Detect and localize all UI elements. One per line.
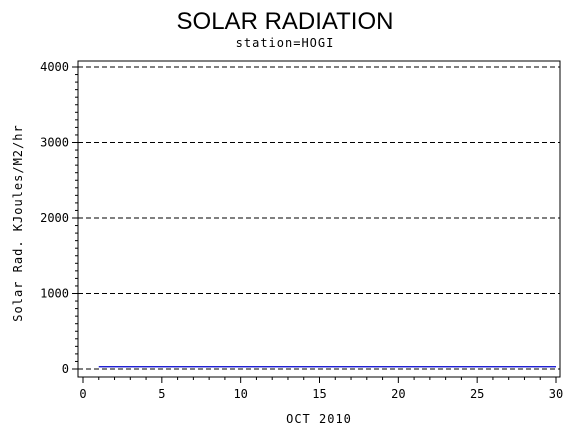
x-axis-label: OCT 2010 (286, 412, 352, 426)
chart-title: SOLAR RADIATION (177, 8, 394, 35)
chart-subtitle: station=HOGI (236, 36, 335, 50)
x-tick-label-5: 5 (158, 387, 165, 401)
x-tick-label-20: 20 (391, 387, 405, 401)
y-tick-label-1000: 1000 (40, 287, 69, 301)
y-tick-label-4000: 4000 (40, 60, 69, 74)
x-tick-label-0: 0 (79, 387, 86, 401)
x-tick-label-15: 15 (312, 387, 326, 401)
y-axis-label: Solar Rad. KJoules/M2/hr (11, 124, 25, 321)
y-axis: 0 1000 2000 3000 4000 (40, 60, 78, 376)
grid-lines (78, 66, 560, 370)
y-tick-label-3000: 3000 (40, 136, 69, 150)
plot-frame (77, 60, 561, 378)
x-tick-label-30: 30 (549, 387, 563, 401)
y-tick-label-0: 0 (62, 362, 69, 376)
x-tick-label-10: 10 (233, 387, 247, 401)
y-tick-label-2000: 2000 (40, 211, 69, 225)
x-tick-label-25: 25 (470, 387, 484, 401)
x-axis: 0 5 10 15 20 25 30 (79, 377, 563, 401)
